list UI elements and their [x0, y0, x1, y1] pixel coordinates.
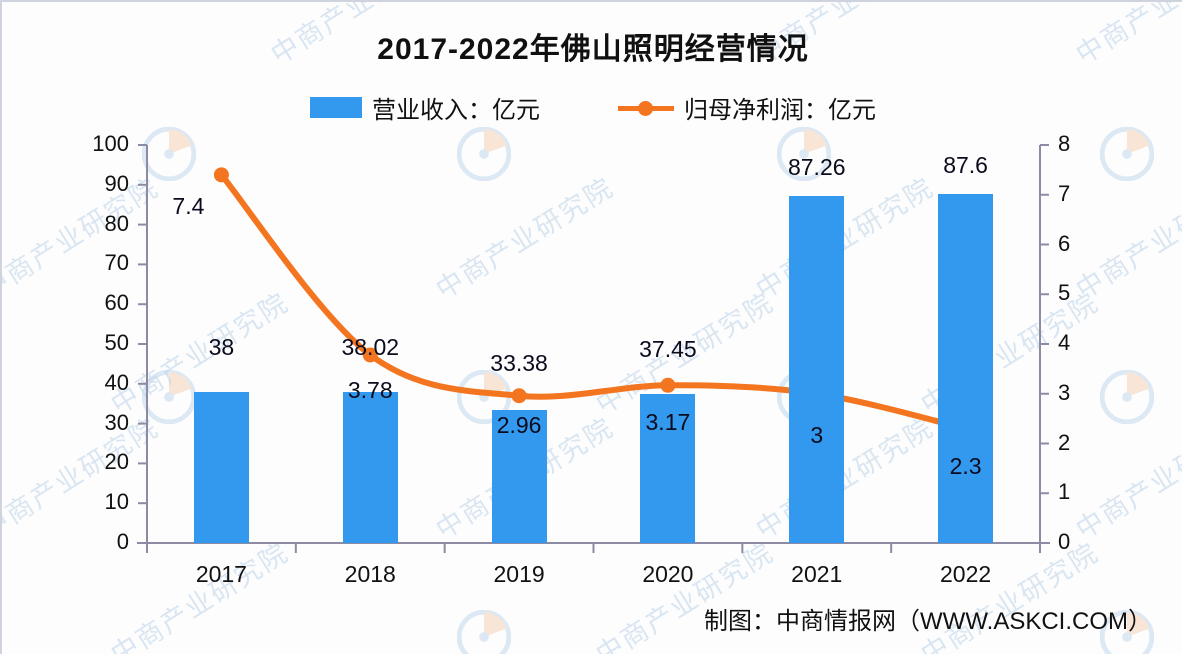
bar-value-label: 87.26 [787, 153, 846, 180]
line-value-label: 2.96 [496, 411, 542, 438]
x-axis-tick-label: 2021 [791, 561, 843, 587]
y-axis-tick-label-right: 7 [1058, 180, 1071, 206]
bar-revenue[interactable] [789, 195, 845, 543]
y-axis-tick-label-left: 30 [104, 409, 129, 435]
legend-item-net-profit[interactable]: 归母净利润：亿元 [618, 90, 876, 125]
y-axis-tick-label-left: 0 [116, 529, 129, 554]
x-axis-tick-label: 2022 [939, 561, 992, 587]
bar-revenue[interactable] [491, 410, 547, 543]
line-value-label: 2.3 [949, 452, 982, 479]
chart-legend: 营业收入：亿元 归母净利润：亿元 [2, 90, 1182, 125]
bar-revenue[interactable] [938, 194, 994, 543]
y-axis-tick-label-right: 8 [1058, 131, 1071, 156]
legend-label-revenue: 营业收入：亿元 [372, 97, 540, 124]
bar-revenue[interactable] [342, 391, 398, 543]
legend-bar-swatch-icon [310, 97, 362, 118]
line-marker[interactable] [362, 347, 378, 363]
line-marker[interactable] [511, 388, 527, 404]
line-value-label: 3 [810, 421, 824, 448]
y-axis-tick-label-left: 60 [104, 290, 129, 316]
line-marker[interactable] [213, 167, 229, 183]
bar-value-label: 37.45 [639, 335, 697, 362]
y-axis-tick-label-right: 5 [1058, 280, 1071, 306]
y-axis-tick-label-right: 6 [1058, 230, 1071, 256]
line-value-label: 3.17 [645, 409, 691, 436]
y-axis-tick-label-left: 80 [104, 210, 129, 236]
y-axis-tick-label-left: 10 [104, 489, 129, 515]
y-axis-tick-label-right: 4 [1058, 330, 1071, 355]
bar-value-label: 38.02 [341, 333, 400, 360]
bar-value-label: 33.38 [490, 350, 548, 377]
y-axis-tick-label-left: 20 [104, 449, 129, 475]
bar-revenue[interactable] [193, 391, 249, 543]
x-axis-tick-label: 2017 [195, 561, 247, 587]
legend-line-swatch-icon [618, 99, 674, 117]
y-axis-tick-label-left: 50 [104, 330, 129, 355]
y-axis-tick-label-right: 0 [1058, 529, 1071, 554]
chart-title: 2017-2022年佛山照明经营情况 [377, 33, 809, 66]
legend-item-revenue[interactable]: 营业收入：亿元 [310, 90, 540, 125]
chart-credit: 制图：中商情报网（WWW.ASKCI.COM） [704, 608, 1152, 635]
y-axis-tick-label-left: 70 [104, 250, 129, 276]
y-axis-tick-label-right: 2 [1058, 429, 1071, 455]
y-axis-tick-label-left: 90 [104, 170, 129, 196]
line-value-label: 3.78 [347, 376, 393, 403]
y-axis-tick-label-right: 1 [1058, 479, 1071, 505]
line-marker[interactable] [660, 377, 676, 393]
x-axis-tick-label: 2019 [493, 561, 545, 587]
x-axis-tick-label: 2018 [344, 561, 396, 587]
x-axis-tick-label: 2020 [642, 561, 694, 587]
y-axis-tick-label-right: 3 [1058, 379, 1071, 405]
y-axis-tick-label-left: 100 [92, 131, 129, 156]
line-value-label: 7.4 [172, 192, 205, 219]
y-axis-tick-label-left: 40 [104, 369, 129, 395]
bar-value-label: 87.6 [943, 152, 988, 179]
legend-label-net-profit: 归母净利润：亿元 [684, 97, 876, 124]
bar-value-label: 38 [208, 333, 235, 360]
bar-revenue[interactable] [640, 393, 696, 543]
